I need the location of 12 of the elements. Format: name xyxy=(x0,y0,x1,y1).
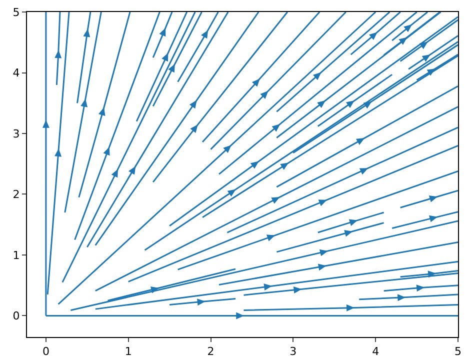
x-tick-label: 4 xyxy=(372,345,380,358)
x-tick-label: 2 xyxy=(207,345,214,358)
y-tick-label: 3 xyxy=(12,127,20,140)
y-tick-label: 2 xyxy=(12,188,20,202)
x-tick-label: 0 xyxy=(42,345,50,358)
x-tick-label: 5 xyxy=(454,345,462,358)
y-tick-label: 5 xyxy=(12,6,20,19)
y-tick-label: 1 xyxy=(12,248,20,262)
y-tick-label: 0 xyxy=(12,310,20,323)
y-tick-label: 4 xyxy=(12,66,20,80)
x-tick-label: 3 xyxy=(290,345,297,358)
x-tick-label: 1 xyxy=(124,345,132,358)
